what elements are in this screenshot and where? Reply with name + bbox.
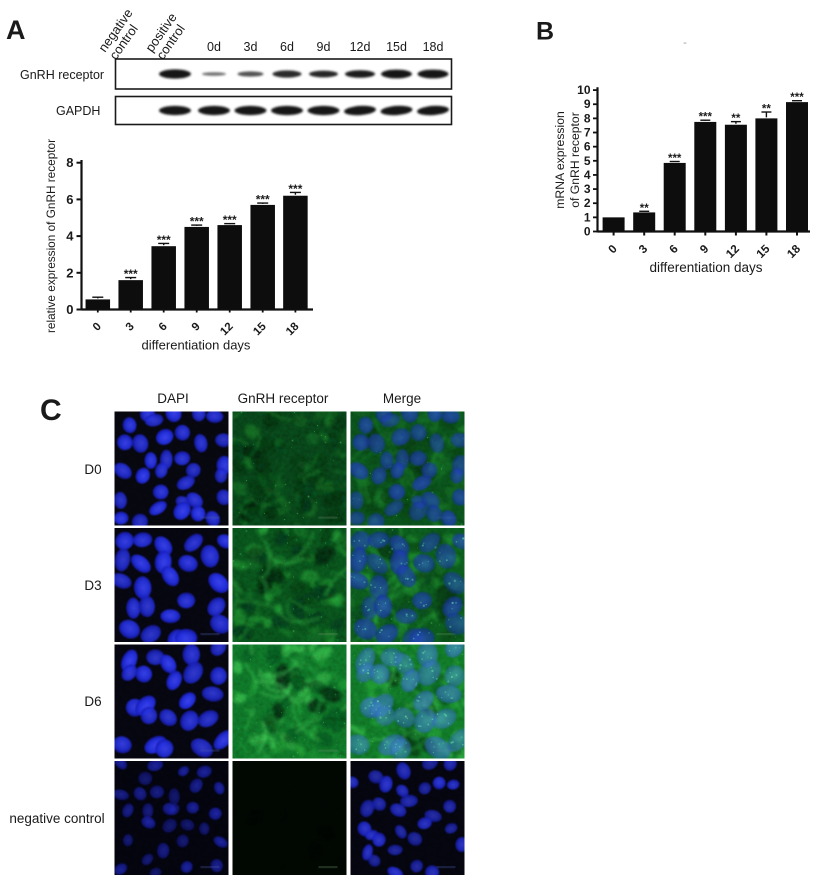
svg-text:differentiation days: differentiation days [142,338,251,353]
svg-text:B: B [536,18,554,46]
svg-text:GnRH receptor: GnRH receptor [238,391,329,406]
svg-text:0d: 0d [207,40,221,54]
svg-text:***: *** [790,92,804,104]
svg-text:differentiation days: differentiation days [649,260,762,275]
svg-text:***: *** [256,193,270,207]
svg-text:12d: 12d [350,40,371,54]
svg-text:5: 5 [584,154,591,168]
svg-text:9: 9 [584,97,591,111]
svg-text:0: 0 [66,302,73,317]
svg-text:***: *** [699,112,713,124]
svg-text:1: 1 [584,210,591,224]
svg-text:negative control: negative control [9,811,104,826]
svg-text:8: 8 [66,155,73,170]
svg-text:***: *** [190,215,204,229]
svg-text:C: C [40,394,62,427]
svg-text:6: 6 [584,140,591,154]
svg-text:3: 3 [584,182,591,196]
svg-text:9d: 9d [317,40,331,54]
svg-text:GAPDH: GAPDH [56,104,100,118]
svg-text:15d: 15d [386,40,407,54]
svg-text:6: 6 [66,192,73,207]
svg-text:2: 2 [584,196,591,210]
svg-text:10: 10 [577,83,591,97]
svg-text:**: ** [762,104,771,116]
svg-text:***: *** [288,182,302,196]
svg-text:***: *** [668,153,682,165]
svg-text:7: 7 [584,126,591,140]
svg-text:mRNA expression: mRNA expression [553,111,567,209]
svg-text:D0: D0 [84,462,101,477]
svg-text:4: 4 [66,229,74,244]
svg-text:***: *** [223,213,237,227]
svg-text:A: A [6,15,26,45]
svg-text:relative expression of GnRH re: relative expression of GnRH receptor [44,139,58,333]
svg-text:18d: 18d [423,40,444,54]
svg-text:**: ** [731,113,740,125]
svg-text:3d: 3d [244,40,258,54]
svg-text:GnRH receptor: GnRH receptor [20,68,104,82]
svg-text:2: 2 [66,265,73,280]
svg-text:of GnRH receptor: of GnRH receptor [568,112,582,208]
svg-text:0: 0 [584,225,591,239]
svg-text:-: - [683,37,687,49]
svg-text:***: *** [157,233,171,247]
svg-text:D3: D3 [84,578,101,593]
svg-text:**: ** [640,203,649,215]
svg-text:D6: D6 [84,694,101,709]
svg-text:8: 8 [584,111,591,125]
svg-text:***: *** [124,267,138,281]
svg-text:4: 4 [584,168,591,182]
svg-text:6d: 6d [280,40,294,54]
svg-text:DAPI: DAPI [157,391,189,406]
svg-text:Merge: Merge [383,391,421,406]
